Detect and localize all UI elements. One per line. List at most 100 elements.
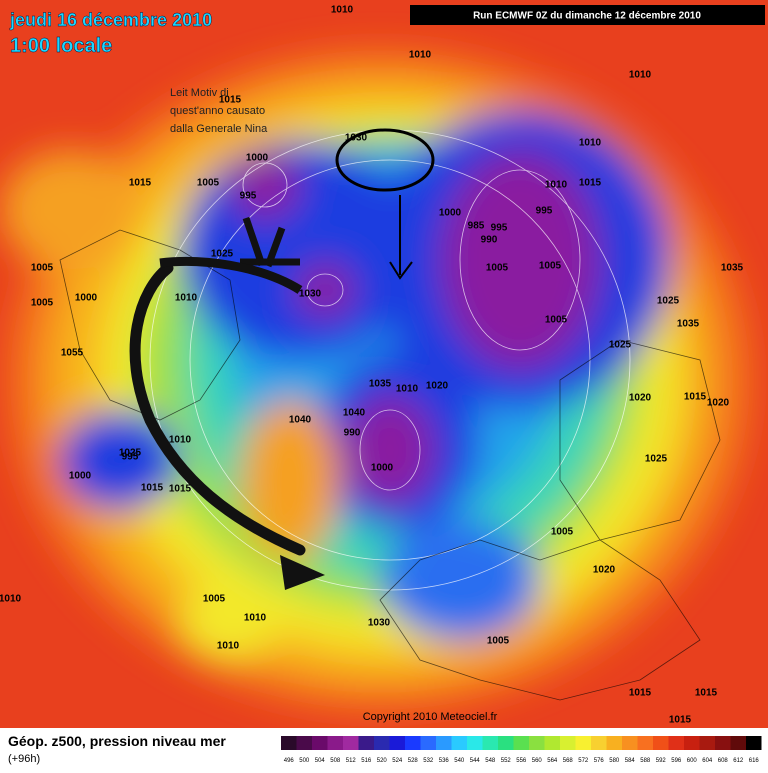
legend-swatch <box>684 736 700 750</box>
legend-label: 600 <box>687 758 698 764</box>
pressure-label: 1015 <box>129 178 152 189</box>
pressure-label: 1035 <box>721 263 744 274</box>
pressure-label: 995 <box>240 191 257 202</box>
legend-swatch <box>715 736 731 750</box>
legend-swatch <box>296 736 312 750</box>
pressure-label: 995 <box>122 452 139 463</box>
time: 1:00 locale <box>10 35 112 57</box>
legend-label: 496 <box>284 758 295 764</box>
legend-swatch <box>529 736 545 750</box>
legend-swatch <box>637 736 653 750</box>
field: 1010 1010 1010 1015 1000 995 1005 1015 1025 1005 1… <box>0 0 768 728</box>
pressure-label: 1010 <box>409 50 432 61</box>
pressure-label: 1010 <box>579 138 602 149</box>
legend-label: 576 <box>594 758 605 764</box>
legend-label: 580 <box>609 758 620 764</box>
pressure-label: 1020 <box>593 565 616 576</box>
legend-swatch <box>513 736 529 750</box>
legend-swatch <box>467 736 483 750</box>
pressure-label: 1005 <box>545 315 568 326</box>
pressure-label: 1010 <box>169 435 192 446</box>
legend-label: 540 <box>454 758 465 764</box>
legend-label: 516 <box>361 758 372 764</box>
legend-label: 612 <box>733 758 744 764</box>
legend-swatch <box>343 736 359 750</box>
legend-label: 532 <box>423 758 434 764</box>
annotation: dalla Generale Nina <box>170 123 268 135</box>
legend-swatch <box>436 736 452 750</box>
legend-label: 564 <box>547 758 558 764</box>
legend-label: 528 <box>408 758 419 764</box>
pressure-label: 1015 <box>669 715 692 726</box>
legend-label: 560 <box>532 758 543 764</box>
legend-swatch <box>281 736 297 750</box>
legend-swatch <box>389 736 405 750</box>
pressure-label: 1005 <box>551 527 574 538</box>
legend-label: 584 <box>625 758 636 764</box>
pressure-label: 1010 <box>331 5 354 16</box>
legend-label: 552 <box>501 758 512 764</box>
legend-label: 596 <box>671 758 682 764</box>
footer-title: Géop. z500, pression niveau mer <box>8 733 226 749</box>
legend-swatch <box>746 736 762 750</box>
legend-label: 500 <box>299 758 310 764</box>
pressure-label: 1010 <box>244 613 267 624</box>
legend-label: 536 <box>439 758 450 764</box>
pressure-label: 1000 <box>75 293 98 304</box>
legend-label: 520 <box>377 758 388 764</box>
pressure-label: 1025 <box>119 448 142 459</box>
pressure-label: 1005 <box>539 261 562 272</box>
pressure-label: 1010 <box>217 641 240 652</box>
pressure-label: 1005 <box>197 178 220 189</box>
legend-label: 568 <box>563 758 574 764</box>
pressure-label: 1055 <box>61 348 84 359</box>
pressure-label: 1005 <box>486 263 509 274</box>
pressure-label: 1015 <box>169 484 192 495</box>
legend-swatch <box>482 736 498 750</box>
legend-label: 504 <box>315 758 326 764</box>
legend-label: 548 <box>485 758 496 764</box>
pressure-label: 1015 <box>684 392 707 403</box>
pressure-label: 1015 <box>141 483 164 494</box>
legend-label: 608 <box>718 758 729 764</box>
pressure-label: 1025 <box>609 340 632 351</box>
pressure-label: 1015 <box>219 95 242 106</box>
pressure-label: 1015 <box>695 688 718 699</box>
pressure-label: 1010 <box>396 384 419 395</box>
legend-swatch <box>575 736 591 750</box>
pressure-label: 1000 <box>69 471 92 482</box>
pressure-label: 1010 <box>629 70 652 81</box>
legend-swatch <box>358 736 374 750</box>
pressure-label: 1025 <box>211 249 234 260</box>
legend-label: 592 <box>656 758 667 764</box>
legend-swatch <box>591 736 607 750</box>
pressure-label: 995 <box>536 206 553 217</box>
pressure-label: 995 <box>491 223 508 234</box>
legend-label: 604 <box>702 758 713 764</box>
legend-label: 544 <box>470 758 481 764</box>
pressure-label: 1020 <box>629 393 652 404</box>
pressure-label: 1040 <box>289 415 312 426</box>
pressure-label: 1010 <box>175 293 198 304</box>
pressure-label: 1010 <box>0 594 22 605</box>
annotation: quest'anno causato <box>170 105 265 117</box>
pressure-label: 990 <box>481 235 498 246</box>
pressure-label: 1035 <box>677 319 700 330</box>
pressure-label: 1005 <box>203 594 226 605</box>
pressure-label: 1010 <box>545 180 568 191</box>
pressure-label: 985 <box>468 221 485 232</box>
legend-swatch <box>606 736 622 750</box>
run-info: Run ECMWF 0Z du dimanche 12 décembre 201… <box>473 11 701 22</box>
date: jeudi 16 décembre 2010 <box>9 10 212 30</box>
pressure-label: 1020 <box>707 398 730 409</box>
legend-swatch <box>668 736 684 750</box>
annotation: Leit Motiv di <box>170 87 229 99</box>
legend-label: 508 <box>330 758 341 764</box>
copyright: Copyright 2010 Meteociel.fr <box>363 711 498 723</box>
legend-swatch <box>327 736 343 750</box>
legend-swatch <box>374 736 390 750</box>
legend-swatch <box>312 736 328 750</box>
pressure-label: 1005 <box>31 263 54 274</box>
legend-label: 512 <box>346 758 357 764</box>
